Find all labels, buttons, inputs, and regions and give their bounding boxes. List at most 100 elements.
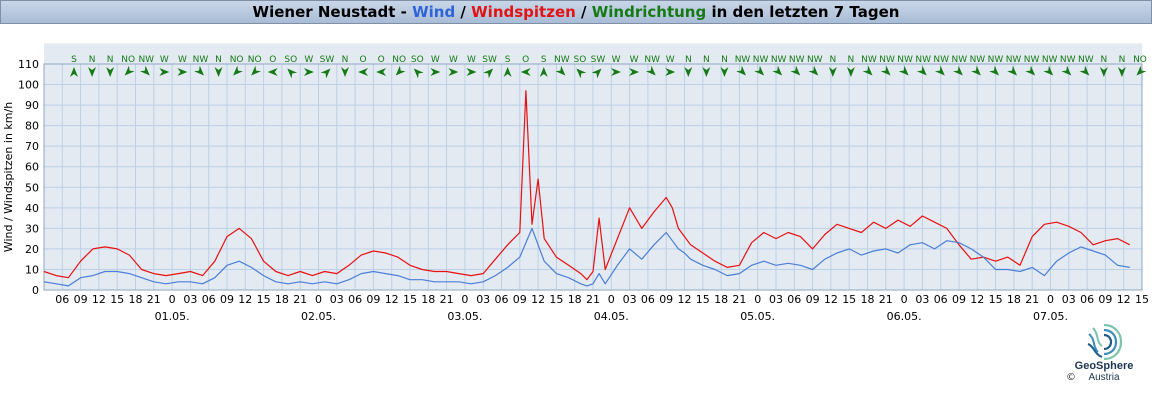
direction-label: NW [753, 55, 769, 65]
direction-label: N [703, 55, 710, 65]
direction-label: SW [591, 55, 606, 65]
direction-arrow-icon [1079, 65, 1090, 76]
x-tick-label: 03 [330, 293, 344, 306]
direction-arrow-icon [1043, 65, 1054, 76]
direction-arrow-icon [629, 68, 640, 76]
copyright-symbol: © [1066, 372, 1076, 383]
date-label: 06.05. [887, 310, 922, 323]
x-tick-label: 15 [842, 293, 856, 306]
direction-arrow-icon [645, 65, 656, 76]
date-label: 01.05. [155, 310, 190, 323]
direction-arrow-icon [684, 67, 693, 77]
direction-label: SW [482, 55, 497, 65]
x-tick-label: 09 [952, 293, 966, 306]
direction-arrow-icon [736, 65, 747, 76]
x-tick-label: 18 [1007, 293, 1021, 306]
title-station: Wiener Neustadt [252, 3, 396, 21]
x-tick-label: 03 [915, 293, 929, 306]
direction-label: W [449, 55, 458, 65]
direction-arrow-icon [430, 68, 441, 76]
direction-arrow-icon [846, 67, 855, 77]
x-tick-label: 03 [183, 293, 197, 306]
x-tick-label: 06 [934, 293, 948, 306]
plot-border [43, 63, 1143, 291]
title-gusts: Windspitzen [471, 3, 576, 21]
x-tick-label: 09 [1098, 293, 1112, 306]
direction-arrow-icon [1007, 65, 1018, 76]
direction-label: W [467, 55, 476, 65]
x-tick-label: 0 [901, 293, 908, 306]
series-line-windspitzen [43, 90, 1131, 281]
direction-arrow-icon [916, 65, 927, 76]
direction-label: S [505, 55, 511, 65]
logo-subtitle: Austria [1088, 372, 1120, 383]
x-tick-label: 12 [1117, 293, 1131, 306]
date-label: 03.05. [447, 310, 482, 323]
direction-label: N [1100, 55, 1107, 65]
direction-arrow-icon [1117, 67, 1126, 77]
direction-label: W [304, 55, 313, 65]
geosphere-logo-mark-icon [1087, 323, 1123, 361]
direction-label: N [89, 55, 96, 65]
direction-label: SO [573, 55, 586, 65]
x-tick-label: 09 [366, 293, 380, 306]
direction-label: NW [554, 55, 570, 65]
direction-arrow-icon [898, 65, 909, 76]
x-tick-label: 06 [55, 293, 69, 306]
direction-label: NO [121, 55, 135, 65]
direction-arrow-icon [1136, 65, 1147, 76]
title-sep-1: - [395, 3, 413, 21]
x-tick-label: 18 [568, 293, 582, 306]
direction-arrow-icon [267, 68, 278, 76]
x-tick-label: 21 [586, 293, 600, 306]
title-sep-2: / [455, 3, 472, 21]
direction-label: NW [933, 55, 949, 65]
x-tick-label: 18 [421, 293, 435, 306]
x-tick-label: 15 [403, 293, 417, 306]
direction-arrow-icon [790, 65, 801, 76]
direction-arrow-icon [88, 67, 97, 77]
date-label: 04.05. [594, 310, 629, 323]
x-tick-label: 18 [714, 293, 728, 306]
x-tick-label: 09 [659, 293, 673, 306]
direction-label: NW [1024, 55, 1040, 65]
x-tick-label: 12 [970, 293, 984, 306]
direction-label: N [829, 55, 836, 65]
x-tick-label: 09 [74, 293, 88, 306]
title-direction: Windrichtung [591, 3, 707, 21]
direction-label: NO [230, 55, 244, 65]
x-tick-label: 09 [806, 293, 820, 306]
x-tick-label: 15 [257, 293, 271, 306]
direction-label: W [612, 55, 621, 65]
x-tick-label: 18 [275, 293, 289, 306]
title-suffix: in den letzten 7 Tagen [706, 3, 900, 21]
title-sep-3: / [575, 3, 592, 21]
x-tick-label: 06 [202, 293, 216, 306]
direction-label: S [71, 55, 77, 65]
direction-label: NW [1078, 55, 1094, 65]
direction-label: NW [970, 55, 986, 65]
direction-arrow-icon [934, 65, 945, 76]
x-tick-label: 0 [608, 293, 615, 306]
x-tick-label: 03 [476, 293, 490, 306]
direction-label: NO [392, 55, 406, 65]
x-tick-label: 06 [787, 293, 801, 306]
direction-arrow-icon [971, 65, 981, 76]
direction-arrow-icon [772, 65, 783, 76]
y-tick-label: 20 [25, 243, 39, 256]
date-label: 02.05. [301, 310, 336, 323]
direction-label: NW [138, 55, 154, 65]
x-tick-label: 21 [293, 293, 307, 306]
x-tick-label: 15 [549, 293, 563, 306]
x-tick-label: 06 [348, 293, 362, 306]
direction-arrow-icon [1025, 65, 1036, 76]
direction-label: N [107, 55, 114, 65]
x-tick-label: 12 [531, 293, 545, 306]
direction-arrow-icon [828, 67, 837, 77]
direction-arrow-icon [862, 65, 873, 76]
direction-label: N [685, 55, 692, 65]
x-tick-label: 0 [754, 293, 761, 306]
direction-arrow-icon [251, 65, 262, 76]
x-tick-label: 03 [623, 293, 637, 306]
direction-arrow-icon [754, 65, 765, 76]
